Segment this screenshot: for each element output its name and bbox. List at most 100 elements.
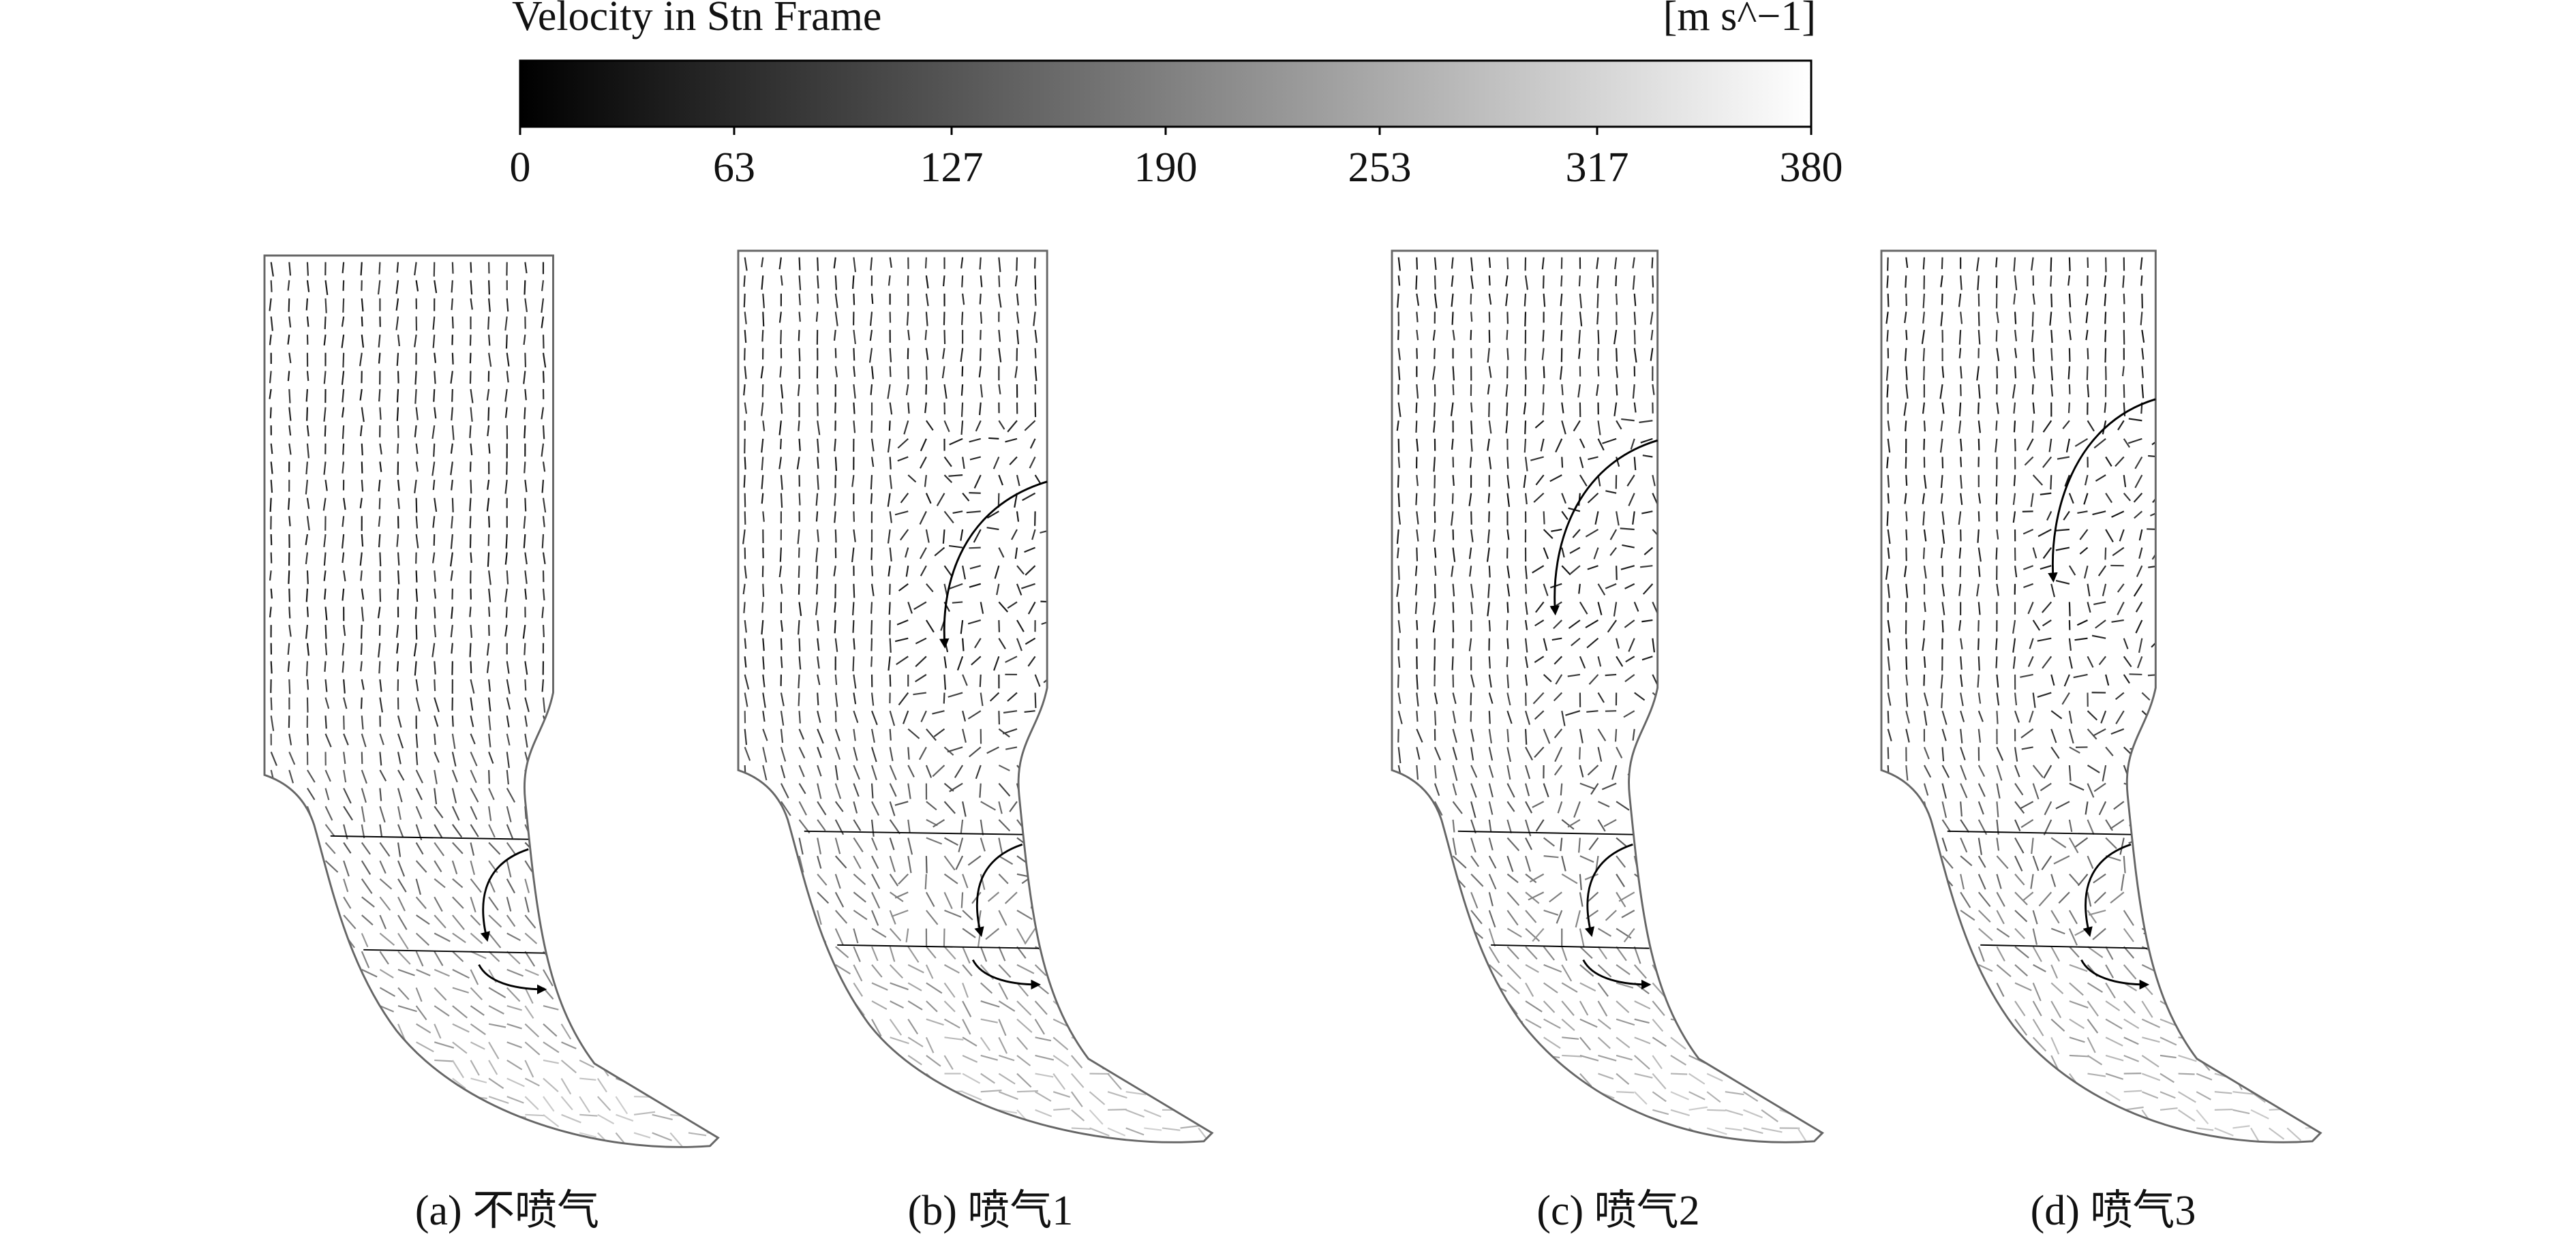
velocity-vector <box>271 1096 288 1109</box>
velocity-vector <box>379 968 394 979</box>
velocity-vector <box>2105 1000 2121 1011</box>
velocity-vector <box>1779 1018 1798 1029</box>
velocity-vector <box>524 661 528 675</box>
velocity-vector <box>889 1019 903 1036</box>
velocity-vector <box>2123 656 2132 668</box>
velocity-vector <box>1471 1146 1481 1160</box>
velocity-vector <box>1561 1000 1575 1016</box>
velocity-vector <box>2091 634 2106 639</box>
velocity-vector <box>853 1091 874 1096</box>
velocity-vector <box>1616 566 1618 581</box>
velocity-vector <box>452 987 469 994</box>
velocity-vector <box>269 298 272 311</box>
velocity-vector <box>415 1113 431 1127</box>
velocity-vector <box>1585 619 1599 629</box>
velocity-vector <box>359 352 363 367</box>
velocity-vector <box>2160 746 2171 759</box>
velocity-vector <box>1605 910 1617 921</box>
velocity-vector <box>2112 546 2125 557</box>
velocity-vector <box>397 878 407 893</box>
velocity-vector <box>1667 511 1672 526</box>
velocity-vector <box>1678 510 1690 520</box>
velocity-vector <box>1452 783 1457 796</box>
velocity-vector <box>2087 855 2094 869</box>
velocity-vector <box>980 330 982 340</box>
velocity-vector <box>1160 547 1164 559</box>
velocity-vector <box>1416 837 1427 852</box>
velocity-vector <box>2098 801 2107 816</box>
velocity-vector <box>1978 511 1980 522</box>
velocity-vector <box>2141 1000 2153 1018</box>
colorbar-title: Velocity in Stn Frame <box>512 0 881 40</box>
velocity-vector <box>724 715 725 731</box>
velocity-vector <box>1107 874 1113 890</box>
velocity-vector <box>1808 692 1817 703</box>
velocity-vector <box>2286 692 2297 701</box>
velocity-vector <box>1524 710 1531 725</box>
velocity-vector <box>778 457 782 469</box>
velocity-vector <box>543 1151 558 1164</box>
velocity-vector <box>1143 746 1156 760</box>
velocity-vector <box>2286 801 2302 812</box>
velocity-vector <box>2050 583 2056 598</box>
velocity-vector <box>506 1129 526 1134</box>
velocity-vector <box>380 1113 399 1118</box>
velocity-vector <box>1016 855 1030 865</box>
velocity-vector <box>1688 602 1691 613</box>
velocity-vector <box>579 788 584 803</box>
velocity-vector <box>651 407 654 418</box>
velocity-vector <box>2069 946 2080 958</box>
velocity-vector <box>669 933 676 949</box>
velocity-vector <box>324 679 328 692</box>
velocity-vector <box>817 1107 836 1111</box>
velocity-vector <box>2158 330 2162 341</box>
velocity-vector <box>542 805 549 822</box>
velocity-vector <box>1887 855 1898 870</box>
velocity-vector <box>1676 710 1690 718</box>
velocity-vector <box>1561 946 1568 961</box>
velocity-vector <box>1996 674 1999 688</box>
velocity-vector <box>2207 674 2215 686</box>
velocity-vector <box>652 1094 672 1098</box>
velocity-vector <box>706 842 718 855</box>
velocity-vector <box>1071 1127 1091 1130</box>
velocity-vector <box>1397 747 1401 764</box>
velocity-vector <box>925 619 935 633</box>
velocity-vector <box>1162 510 1170 523</box>
velocity-vector <box>1470 1127 1482 1142</box>
velocity-vector <box>2140 257 2143 270</box>
velocity-vector <box>615 987 628 998</box>
velocity-vector <box>2012 493 2016 506</box>
velocity-vector <box>615 752 621 763</box>
velocity-vector <box>1797 493 1804 505</box>
velocity-vector <box>2324 638 2331 647</box>
velocity-vector <box>1525 1091 1541 1099</box>
velocity-vector <box>1052 855 1059 872</box>
velocity-vector <box>487 425 490 437</box>
velocity-vector <box>324 987 333 1002</box>
velocity-vector <box>1665 855 1672 873</box>
velocity-vector <box>1778 257 1783 272</box>
velocity-vector <box>780 765 786 779</box>
velocity-vector <box>2068 565 2076 576</box>
velocity-vector <box>651 624 654 638</box>
velocity-vector <box>1542 330 1545 342</box>
velocity-vector <box>669 425 672 437</box>
velocity-vector <box>2115 692 2125 701</box>
velocity-vector <box>615 806 619 820</box>
velocity-vector <box>2069 874 2080 886</box>
velocity-vector <box>1179 348 1183 360</box>
velocity-vector <box>542 335 545 349</box>
velocity-vector <box>798 765 805 778</box>
velocity-vector <box>1416 547 1419 561</box>
velocity-vector <box>2087 710 2098 721</box>
velocity-vector <box>488 352 492 367</box>
velocity-vector <box>1452 910 1466 919</box>
velocity-vector <box>324 933 333 951</box>
velocity-vector <box>560 951 572 964</box>
velocity-vector <box>343 769 347 783</box>
velocity-vector <box>613 461 617 472</box>
velocity-vector <box>343 497 346 510</box>
velocity-vector <box>2177 402 2181 414</box>
velocity-vector <box>2207 819 2215 834</box>
